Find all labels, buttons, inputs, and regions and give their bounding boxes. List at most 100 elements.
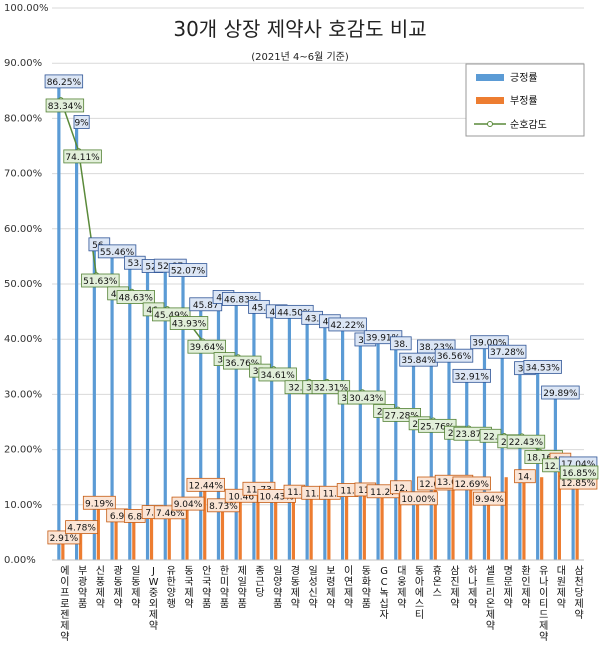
data-label-net-box — [187, 339, 226, 354]
x-category-char: G — [380, 566, 388, 577]
bar-positive — [163, 268, 167, 560]
x-category-char: 제 — [397, 587, 406, 599]
data-label-positive-box — [73, 115, 90, 129]
x-category-char: 제 — [539, 620, 548, 632]
x-category-char: 리 — [486, 587, 495, 599]
data-label-negative-box — [65, 520, 98, 535]
data-label-net: 34.61% — [261, 371, 296, 381]
data-label-positive: 37.28% — [490, 348, 525, 358]
x-category-char: 동 — [184, 565, 193, 577]
x-category-char: 광 — [113, 565, 122, 577]
y-tick-label: 80.00% — [4, 113, 42, 124]
data-label-positive: 44.50% — [277, 308, 312, 318]
bar-negative — [451, 488, 455, 560]
x-category-char: 양 — [273, 576, 282, 588]
x-category-char: 부 — [78, 566, 87, 577]
x-category-char: 제 — [486, 609, 495, 621]
data-label-positive: 52.07% — [171, 267, 206, 277]
data-label-net-box — [506, 434, 546, 449]
data-label-negative: 12.69% — [455, 480, 490, 490]
x-category-char: 품 — [273, 598, 282, 610]
data-label-positive: 45.87 — [193, 301, 219, 311]
x-category-char: 약 — [149, 620, 158, 632]
data-label-negative: 8.73% — [209, 502, 238, 512]
data-label-net: 25.76% — [420, 422, 455, 432]
x-category-char: 동 — [415, 565, 424, 577]
x-category-char: 품 — [362, 598, 371, 610]
x-category-char: 유 — [539, 565, 548, 577]
data-label-net-box — [347, 390, 386, 405]
data-label-positive: 35.84% — [401, 356, 436, 366]
x-category-char: 근 — [255, 577, 264, 588]
bar-positive — [216, 299, 221, 560]
x-category-char: 약 — [131, 598, 140, 610]
x-category-char: 당 — [575, 587, 584, 599]
line-layer — [58, 97, 578, 470]
bar-negative — [345, 496, 349, 560]
data-label-positive-box — [168, 263, 208, 277]
data-label-net: 43.93% — [172, 320, 207, 330]
bar-negative — [149, 518, 154, 560]
data-label-negative: 12.44% — [189, 481, 224, 491]
bar-positive — [429, 348, 433, 560]
x-category-char: 제 — [131, 587, 140, 599]
x-category-char: 약 — [273, 587, 282, 599]
data-label-net: 39.64% — [190, 343, 225, 353]
x-category-char: 삼 — [575, 565, 584, 577]
y-tick-label: 50.00% — [4, 279, 42, 290]
bar-positive — [287, 314, 291, 560]
data-label-negative-box — [514, 469, 536, 484]
x-category-char: C — [381, 577, 388, 588]
bar-negative — [132, 522, 136, 560]
x-category-char: 일 — [273, 565, 282, 577]
axis-layer: 0.00% 10.00% 20.00% 30.00% 40.00% 50.00% 60.00… — [4, 3, 584, 643]
bar-positive — [411, 362, 416, 560]
x-category-char: 약 — [397, 598, 406, 610]
x-category-char: 약 — [504, 598, 513, 610]
x-category-char: 문 — [504, 576, 513, 588]
x-category-char: 녹 — [379, 587, 388, 599]
legend-label-net: 순호감도 — [510, 119, 547, 131]
data-label-positive: 39.91% — [366, 334, 401, 344]
bar-negative — [96, 509, 100, 560]
y-tick-label: 20.00% — [4, 445, 42, 456]
data-label-positive-box — [44, 74, 84, 89]
x-category-char: 당 — [255, 587, 264, 599]
x-category-char: 제 — [60, 620, 69, 632]
x-category-char: 종 — [255, 565, 264, 577]
data-label-negative-box — [452, 476, 491, 491]
bar-negative — [540, 477, 544, 560]
bar-positive — [323, 323, 327, 560]
data-label-net-box — [311, 380, 351, 395]
bar-negative — [469, 489, 473, 560]
data-label-net: 48.63% — [119, 294, 154, 304]
x-category-char: 약 — [96, 598, 105, 610]
data-label-negative: 11. — [358, 486, 372, 496]
data-label-negative: 11. — [323, 489, 337, 499]
x-category-char: 외 — [149, 598, 158, 610]
x-category-char: 티 — [539, 598, 548, 610]
data-label-net: 32.31% — [314, 384, 349, 394]
data-label-negative: 9.04% — [174, 500, 203, 510]
bar-negative — [79, 533, 83, 560]
x-category-char: 행 — [167, 598, 176, 610]
bar-positive — [252, 309, 256, 560]
x-category-char: 하 — [468, 564, 477, 577]
y-tick-label: 10.00% — [4, 500, 42, 511]
x-category-char: 약 — [238, 587, 247, 599]
x-category-char: 드 — [539, 610, 548, 621]
bar-positive — [341, 326, 345, 560]
x-category-char: 제 — [238, 565, 247, 577]
y-tick-label: 90.00% — [4, 58, 42, 69]
data-label-net-box — [45, 98, 85, 113]
x-category-char: 국 — [184, 576, 193, 588]
bar-positive — [305, 320, 309, 560]
data-label-net: 22. — [483, 432, 497, 442]
